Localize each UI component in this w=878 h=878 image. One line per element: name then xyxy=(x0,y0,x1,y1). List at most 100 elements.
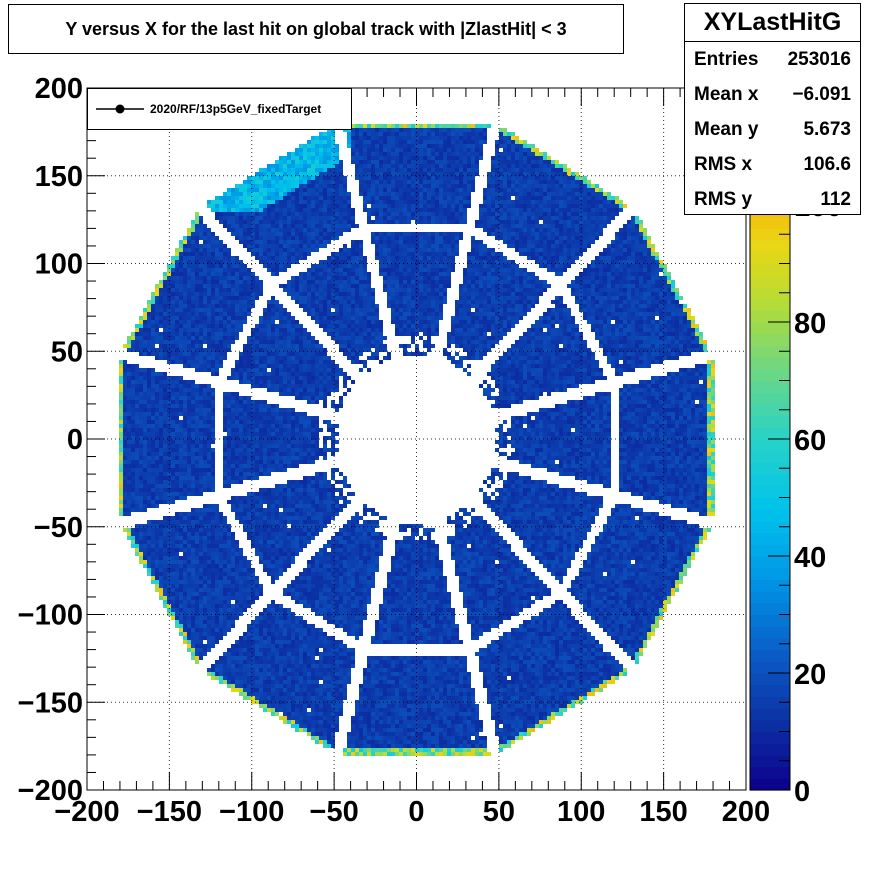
heatmap-cell xyxy=(223,220,227,224)
heatmap-cell xyxy=(231,676,235,680)
heatmap-cell xyxy=(151,344,155,348)
heatmap-cell xyxy=(311,244,315,248)
heatmap-cell xyxy=(227,420,231,424)
heatmap-cell xyxy=(263,660,267,664)
heatmap-cell xyxy=(167,288,171,292)
heatmap-cell xyxy=(227,560,231,564)
heatmap-cell xyxy=(219,576,223,580)
heatmap-cell xyxy=(151,576,155,580)
heatmap-cell xyxy=(323,140,327,144)
heatmap-cell xyxy=(283,676,287,680)
heatmap-cell xyxy=(323,604,327,608)
heatmap-cell xyxy=(259,348,263,352)
heatmap-cell xyxy=(207,520,211,524)
heatmap-cell xyxy=(167,556,171,560)
heatmap-cell xyxy=(199,272,203,276)
heatmap-cell xyxy=(243,520,247,524)
heatmap-cell xyxy=(199,540,203,544)
heatmap-cell xyxy=(307,656,311,660)
heatmap-cell xyxy=(271,560,275,564)
heatmap-cell xyxy=(183,428,187,432)
heatmap-cell xyxy=(303,424,307,428)
heatmap-cell xyxy=(195,364,199,368)
heatmap-cell xyxy=(163,332,167,336)
heatmap-cell xyxy=(127,508,131,512)
heatmap-cell xyxy=(323,320,327,324)
heatmap-cell xyxy=(223,592,227,596)
heatmap-cell xyxy=(143,388,147,392)
heatmap-cell xyxy=(279,652,283,656)
heatmap-cell xyxy=(183,464,187,468)
heatmap-cell xyxy=(183,524,187,528)
heatmap-cell xyxy=(307,372,311,376)
heatmap-cell xyxy=(315,164,319,168)
heatmap-cell xyxy=(243,296,247,300)
heatmap-cell xyxy=(315,456,319,460)
heatmap-cell xyxy=(315,524,319,528)
heatmap-cell xyxy=(307,436,311,440)
heatmap-cell xyxy=(247,492,251,496)
heatmap-cell xyxy=(271,176,275,180)
heatmap-cell xyxy=(251,452,255,456)
heatmap-cell xyxy=(219,584,223,588)
heatmap-cell xyxy=(299,192,303,196)
heatmap-cell xyxy=(323,316,327,320)
heatmap-cell xyxy=(207,260,211,264)
heatmap-cell xyxy=(299,508,303,512)
heatmap-cell xyxy=(311,356,315,360)
heatmap-cell xyxy=(291,420,295,424)
heatmap-cell xyxy=(223,604,227,608)
heatmap-cell xyxy=(295,380,299,384)
heatmap-cell xyxy=(215,312,219,316)
heatmap-cell xyxy=(183,616,187,620)
heatmap-cell xyxy=(191,652,195,656)
heatmap-cell xyxy=(287,692,291,696)
heatmap-cell xyxy=(295,448,299,452)
heatmap-cell xyxy=(191,480,195,484)
heatmap-cell xyxy=(183,304,187,308)
heatmap-cell xyxy=(203,436,207,440)
heatmap-cell xyxy=(151,408,155,412)
heatmap-cell xyxy=(179,604,183,608)
heatmap-cell xyxy=(323,172,327,176)
heatmap-cell xyxy=(143,480,147,484)
heatmap-cell xyxy=(251,252,255,256)
heatmap-cell xyxy=(299,328,303,332)
heatmap-cell xyxy=(247,196,251,200)
heatmap-cell xyxy=(227,200,231,204)
heatmap-cell xyxy=(151,300,155,304)
heatmap-cell xyxy=(135,524,139,528)
heatmap-cell xyxy=(207,340,211,344)
heatmap-cell xyxy=(283,436,287,440)
heatmap-cell xyxy=(315,664,319,668)
heatmap-cell xyxy=(183,584,187,588)
heatmap-cell xyxy=(271,508,275,512)
heatmap-cell xyxy=(247,656,251,660)
heatmap-cell xyxy=(179,580,183,584)
heatmap-cell xyxy=(139,348,143,352)
heatmap-cell xyxy=(319,628,323,632)
heatmap-cell xyxy=(287,176,291,180)
heatmap-cell xyxy=(279,444,283,448)
heatmap-cell xyxy=(235,216,239,220)
heatmap-cell xyxy=(259,248,263,252)
heatmap-cell xyxy=(227,600,231,604)
heatmap-cell xyxy=(227,324,231,328)
heatmap-cell xyxy=(299,432,303,436)
heatmap-cell xyxy=(291,252,295,256)
heatmap-cell xyxy=(155,576,159,580)
heatmap-cell xyxy=(223,428,227,432)
heatmap-cell xyxy=(175,356,179,360)
heatmap-cell xyxy=(287,192,291,196)
heatmap-cell xyxy=(155,416,159,420)
heatmap-cell xyxy=(279,532,283,536)
heatmap-cell xyxy=(307,168,311,172)
heatmap-cell xyxy=(191,564,195,568)
heatmap-cell xyxy=(219,352,223,356)
heatmap-cell xyxy=(255,580,259,584)
heatmap-cell xyxy=(227,404,231,408)
heatmap-cell xyxy=(267,664,271,668)
heatmap-cell xyxy=(207,420,211,424)
heatmap-cell xyxy=(267,412,271,416)
heatmap-cell xyxy=(119,376,123,380)
